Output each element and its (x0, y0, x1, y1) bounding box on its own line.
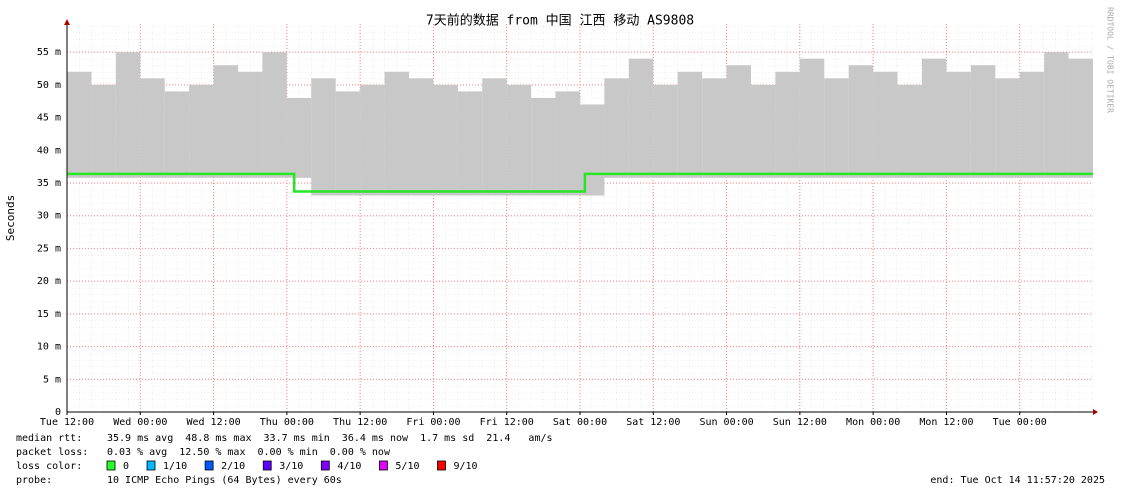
smoke (140, 78, 165, 178)
smoke (677, 71, 703, 178)
legend-entry: 3/10 (279, 461, 303, 472)
smoke (628, 58, 654, 178)
smoke (506, 84, 532, 196)
legend-swatch (379, 460, 388, 471)
y-tick-label: 25 m (37, 243, 61, 254)
smoke (824, 78, 849, 178)
x-tick-label: Sat 00:00 (553, 417, 607, 428)
smoke (555, 91, 580, 196)
y-axis-label: Seconds (4, 195, 17, 241)
y-tick-label: 5 m (43, 374, 61, 385)
y-tick-label: 0 (55, 407, 61, 418)
stats-label: packet loss: (16, 447, 88, 458)
legend-entry: 1/10 (163, 461, 187, 472)
legend-label: loss color: (16, 461, 82, 472)
probe-label: probe: (16, 475, 52, 486)
smoke (873, 71, 898, 178)
smoke (970, 65, 996, 178)
x-tick-label: Tue 00:00 (993, 417, 1047, 428)
x-tick-label: Wed 00:00 (113, 417, 167, 428)
side-text: RRDTOOL / TOBI OETIKER (1106, 7, 1115, 113)
probe-text: 10 ICMP Echo Pings (64 Bytes) every 60s (107, 475, 342, 486)
smoke (995, 78, 1020, 178)
x-tick-label: Thu 00:00 (260, 417, 314, 428)
smoke (189, 84, 214, 178)
y-tick-label: 20 m (37, 276, 61, 287)
smoke (335, 91, 361, 196)
x-tick-label: Sun 00:00 (699, 417, 753, 428)
end-text: end: Tue Oct 14 11:57:20 2025 (930, 475, 1105, 486)
legend-swatch (320, 460, 330, 471)
y-tick-label: 10 m (37, 342, 61, 353)
smoke (286, 97, 312, 178)
smoke (653, 84, 678, 178)
smoke (604, 78, 629, 178)
smoke (751, 84, 776, 178)
smoke (409, 78, 434, 196)
smoke (946, 71, 971, 178)
x-tick-label: Tue 12:00 (40, 417, 94, 428)
x-tick-label: Sun 12:00 (773, 417, 827, 428)
smoke (384, 71, 409, 196)
legend-entry: 9/10 (454, 461, 478, 472)
x-tick-label: Wed 12:00 (186, 417, 240, 428)
smoke (775, 71, 800, 178)
x-tick-label: Mon 12:00 (919, 417, 973, 428)
y-tick-label: 40 m (37, 145, 61, 156)
x-tick-label: Mon 00:00 (846, 417, 900, 428)
smoke (67, 71, 92, 178)
median-line (67, 172, 1093, 193)
legend-entry: 0 (123, 461, 129, 472)
smoke (1019, 71, 1045, 178)
smoke (922, 58, 947, 178)
y-tick-label: 35 m (37, 178, 61, 189)
legend-entry: 4/10 (337, 461, 361, 472)
smoke (531, 97, 556, 196)
y-tick-label: 50 m (37, 80, 61, 91)
smoke (726, 65, 751, 178)
smoke (1068, 58, 1093, 178)
smoke (213, 65, 238, 178)
y-tick-label: 30 m (37, 211, 61, 222)
legend-entry: 5/10 (395, 461, 419, 472)
x-tick-label: Fri 12:00 (480, 417, 534, 428)
smoke (262, 52, 287, 178)
smoke (238, 71, 263, 178)
smoke (91, 84, 116, 178)
x-tick-label: Fri 00:00 (406, 417, 460, 428)
y-tick-label: 45 m (37, 113, 61, 124)
stats-text: 35.9 ms avg 48.8 ms max 33.7 ms min 36.4… (107, 433, 553, 444)
smoke (1044, 52, 1069, 178)
y-tick-label: 55 m (37, 47, 61, 58)
x-tick-label: Thu 12:00 (333, 417, 387, 428)
stats-label: median rtt: (16, 433, 82, 444)
x-tick-label: Sat 12:00 (626, 417, 680, 428)
smoke (164, 91, 190, 178)
legend-swatch (106, 460, 116, 471)
smoke (482, 78, 507, 196)
smoke (457, 91, 483, 196)
legend-swatch (204, 460, 214, 471)
smoke (897, 84, 922, 178)
smoke (433, 84, 458, 196)
legend-swatch (437, 460, 446, 471)
smoke (848, 65, 874, 178)
smoke (702, 78, 727, 178)
smoke (311, 78, 336, 196)
stats-text: 0.03 % avg 12.50 % max 0.00 % min 0.00 %… (107, 447, 391, 458)
legend-swatch (262, 460, 272, 471)
smoke (360, 84, 385, 196)
smoke (115, 52, 141, 178)
chart-title: 7天前的数据 from 中国 江西 移动 AS9808 (426, 13, 694, 29)
legend-swatch (146, 460, 156, 471)
smoke (799, 58, 825, 178)
y-tick-label: 15 m (37, 309, 61, 320)
legend-entry: 2/10 (221, 461, 245, 472)
